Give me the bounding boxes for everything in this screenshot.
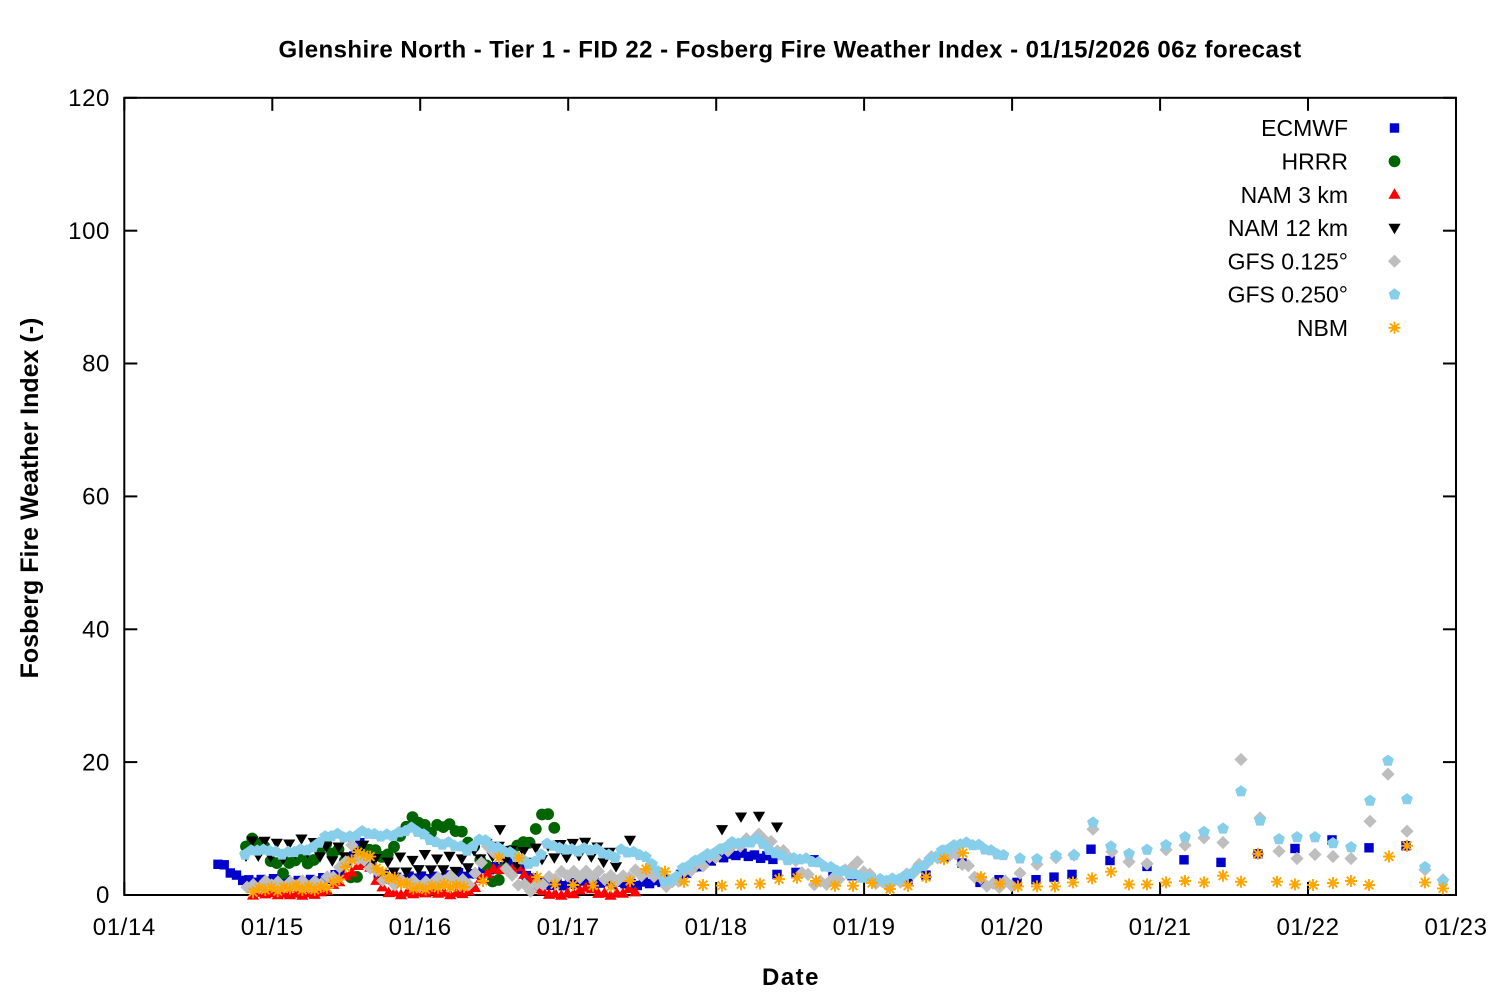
svg-text:01/15: 01/15 <box>241 914 304 941</box>
svg-text:100: 100 <box>68 218 110 245</box>
svg-text:Date: Date <box>762 964 820 991</box>
svg-text:01/14: 01/14 <box>93 914 156 941</box>
svg-text:01/16: 01/16 <box>389 914 452 941</box>
svg-text:NAM 3 km: NAM 3 km <box>1241 182 1348 208</box>
svg-text:20: 20 <box>82 749 110 776</box>
svg-text:01/19: 01/19 <box>833 914 896 941</box>
svg-text:01/22: 01/22 <box>1276 914 1339 941</box>
svg-text:GFS 0.125°: GFS 0.125° <box>1228 248 1348 274</box>
svg-text:GFS 0.250°: GFS 0.250° <box>1228 282 1348 308</box>
svg-text:80: 80 <box>82 351 110 378</box>
svg-text:Fosberg Fire Weather Index (-): Fosberg Fire Weather Index (-) <box>16 318 44 679</box>
svg-text:01/21: 01/21 <box>1129 914 1192 941</box>
svg-text:120: 120 <box>68 85 110 112</box>
svg-text:HRRR: HRRR <box>1282 149 1348 175</box>
svg-text:01/20: 01/20 <box>981 914 1044 941</box>
svg-text:60: 60 <box>82 484 110 511</box>
svg-text:NBM: NBM <box>1297 315 1348 341</box>
svg-text:0: 0 <box>96 882 110 909</box>
svg-text:ECMWF: ECMWF <box>1261 115 1348 141</box>
svg-text:01/23: 01/23 <box>1424 914 1487 941</box>
svg-text:NAM 12 km: NAM 12 km <box>1228 215 1348 241</box>
svg-text:01/17: 01/17 <box>537 914 600 941</box>
svg-text:01/18: 01/18 <box>685 914 748 941</box>
svg-text:Glenshire North - Tier 1 - FID: Glenshire North - Tier 1 - FID 22 - Fosb… <box>278 37 1301 64</box>
svg-text:40: 40 <box>82 617 110 644</box>
